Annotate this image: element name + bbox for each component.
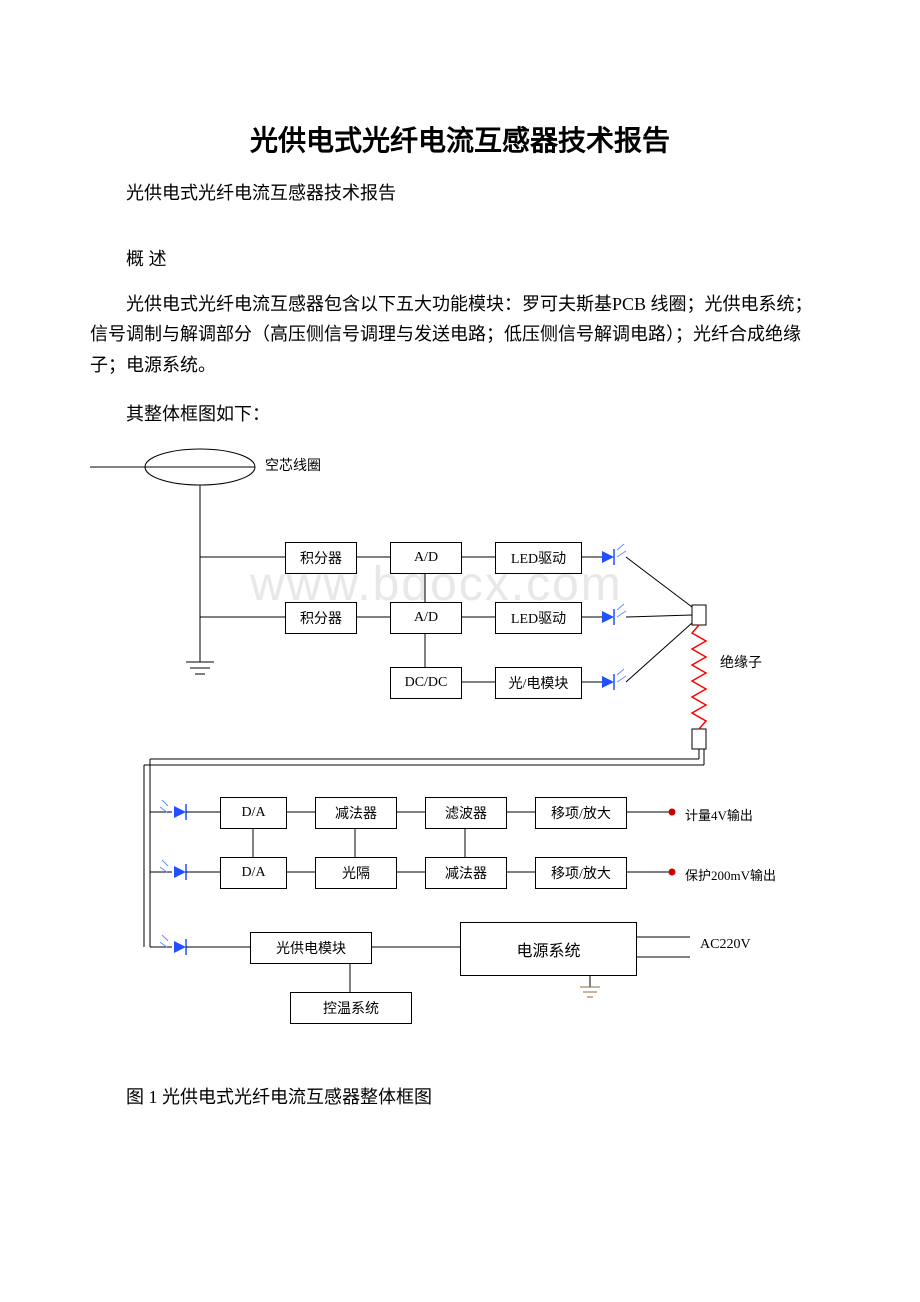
coil-label: 空芯线圈 [265,455,321,475]
output-4v-label: 计量4V输出 [685,805,753,824]
paragraph-1: 光供电式光纤电流互感器包含以下五大功能模块：罗可夫斯基PCB 线圈；光供电系统；… [90,289,830,381]
section-header: 概 述 [90,245,830,271]
box-subtractor-2: 减法器 [425,857,507,889]
box-da-2: D/A [220,857,287,889]
box-phase-amp-1: 移项/放大 [535,797,627,829]
box-subtractor-1: 减法器 [315,797,397,829]
box-filter: 滤波器 [425,797,507,829]
box-ad-1: A/D [390,542,462,574]
output-200mv-label: 保护200mV输出 [685,865,776,884]
block-diagram: www.bdocx.com [90,447,830,1067]
box-power-sys: 电源系统 [460,922,637,976]
box-integrator-2: 积分器 [285,602,357,634]
subtitle: 光供电式光纤电流互感器技术报告 [90,179,830,205]
box-phase-amp-2: 移项/放大 [535,857,627,889]
box-dcdc: DC/DC [390,667,462,699]
page-title: 光供电式光纤电流互感器技术报告 [90,119,830,159]
insulator-label: 绝缘子 [720,652,762,672]
box-integrator-1: 积分器 [285,542,357,574]
box-opt-iso: 光隔 [315,857,397,889]
figure-caption: 图 1 光供电式光纤电流互感器整体框图 [90,1083,830,1109]
box-led-drive-2: LED驱动 [495,602,582,634]
ac220v-label: AC220V [700,937,751,953]
box-opt-elec: 光/电模块 [495,667,582,699]
box-opt-power: 光供电模块 [250,932,372,964]
box-ad-2: A/D [390,602,462,634]
box-temp-ctrl: 控温系统 [290,992,412,1024]
box-da-1: D/A [220,797,287,829]
box-led-drive-1: LED驱动 [495,542,582,574]
paragraph-2: 其整体框图如下： [90,399,830,430]
